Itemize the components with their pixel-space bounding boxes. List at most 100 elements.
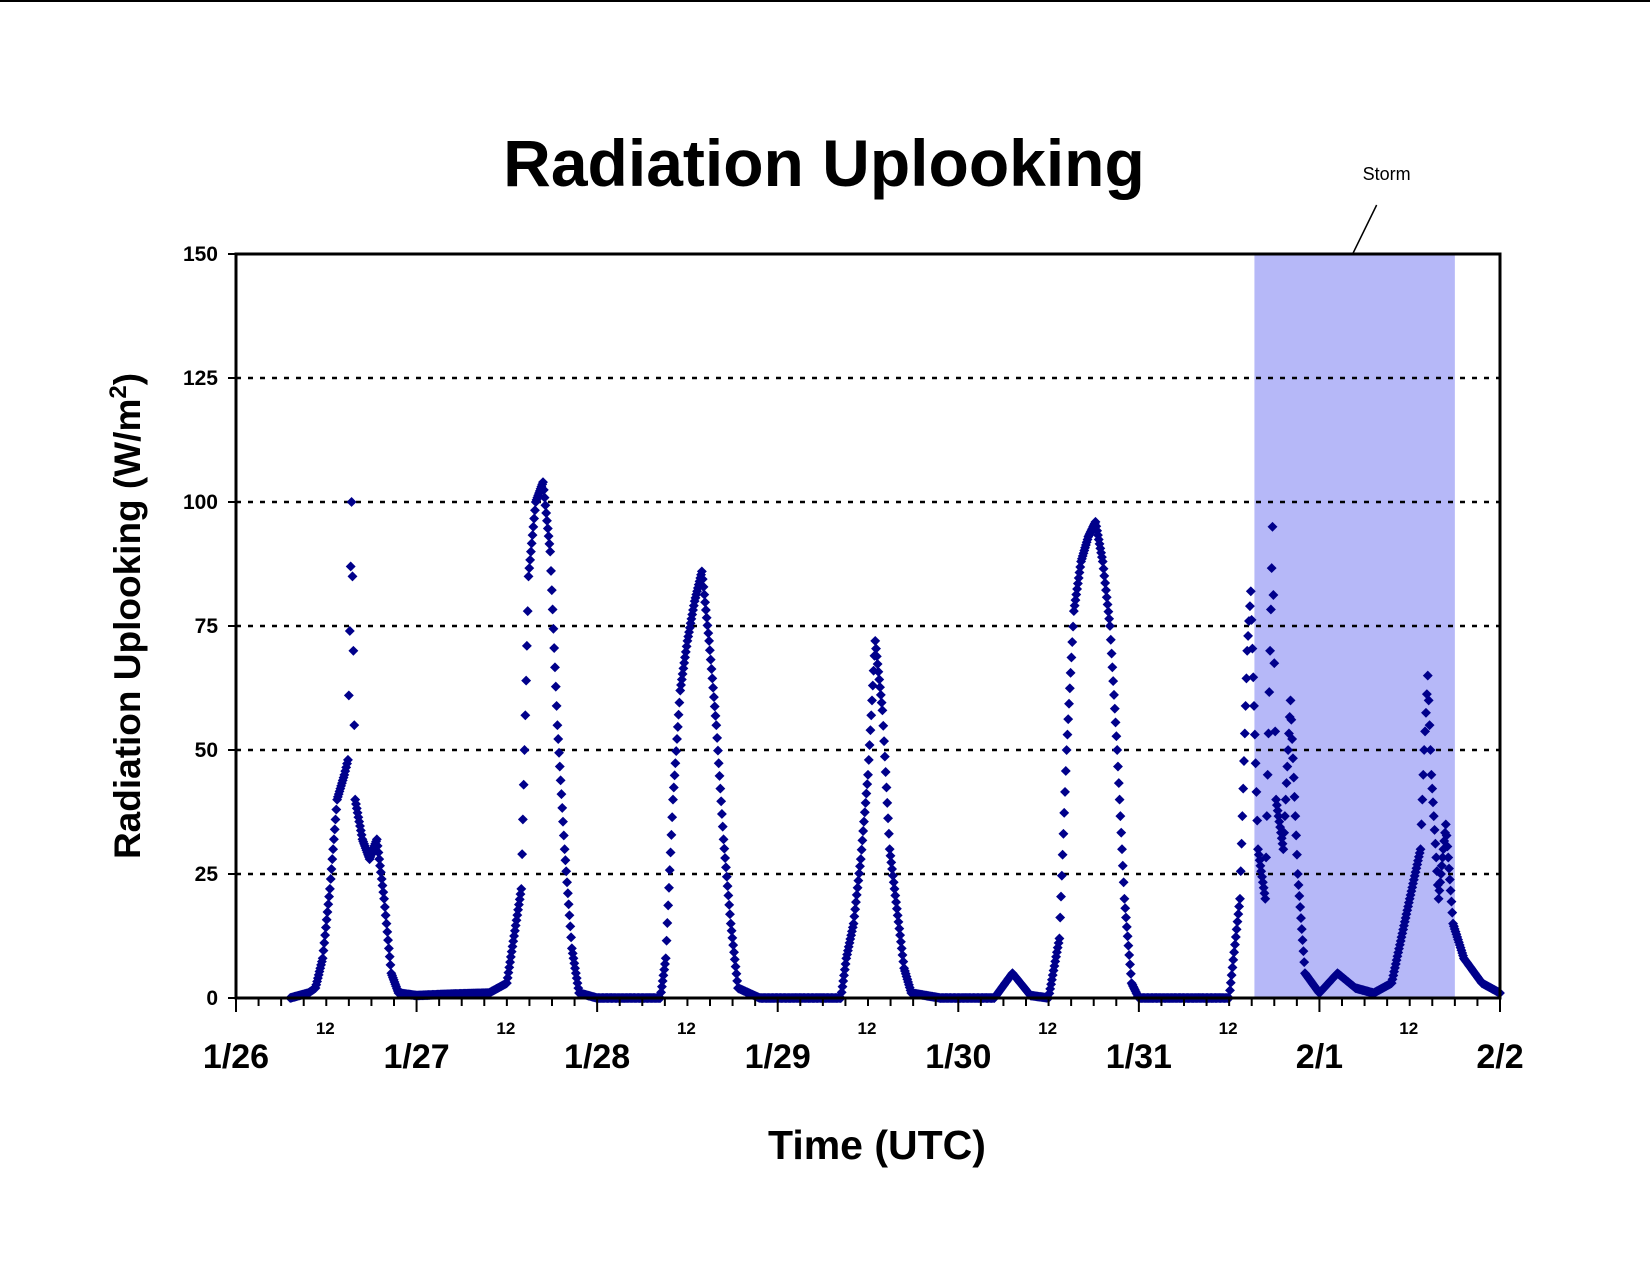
- data-point: [322, 907, 333, 917]
- data-point: [892, 910, 903, 921]
- data-point: [698, 581, 709, 592]
- data-point: [726, 925, 737, 936]
- data-point: [721, 862, 731, 873]
- data-point: [1299, 957, 1310, 968]
- noon-tick-label: 12: [1038, 1019, 1057, 1038]
- data-point: [714, 770, 725, 781]
- data-point: [520, 710, 531, 721]
- data-points: [285, 477, 1505, 1003]
- data-point: [1270, 726, 1281, 737]
- y-tick-label: 100: [183, 491, 218, 514]
- data-point: [730, 961, 741, 972]
- data-point: [883, 828, 894, 839]
- data-point: [549, 643, 560, 653]
- data-point: [1056, 870, 1067, 881]
- data-point: [864, 740, 875, 750]
- data-point: [1107, 662, 1118, 673]
- data-point: [890, 890, 901, 901]
- data-point: [1280, 794, 1291, 805]
- data-point: [548, 623, 559, 634]
- data-point: [323, 899, 334, 910]
- data-point: [1233, 909, 1244, 920]
- data-point: [525, 554, 536, 565]
- data-point: [321, 914, 332, 925]
- data-point: [379, 893, 390, 904]
- data-point: [1105, 621, 1115, 631]
- data-point: [543, 531, 554, 542]
- data-point: [1108, 676, 1119, 687]
- date-tick-label: 1/26: [203, 1038, 269, 1076]
- data-point: [712, 732, 723, 743]
- data-point: [1447, 907, 1458, 918]
- data-point: [731, 968, 742, 979]
- data-point: [1298, 946, 1309, 957]
- data-point: [1063, 714, 1074, 725]
- data-point: [1425, 745, 1436, 755]
- data-point: [1265, 645, 1276, 656]
- data-point: [1247, 643, 1258, 654]
- data-point: [862, 779, 873, 790]
- data-point: [667, 812, 678, 823]
- data-point: [851, 889, 862, 900]
- data-point: [876, 697, 887, 708]
- data-point: [668, 794, 678, 805]
- data-point: [706, 664, 717, 674]
- data-point: [660, 953, 671, 964]
- data-point: [858, 826, 869, 836]
- data-point: [527, 530, 538, 541]
- y-tick-label: 125: [183, 367, 218, 390]
- data-point: [879, 736, 890, 747]
- data-point: [855, 861, 865, 872]
- data-point: [672, 721, 683, 732]
- data-point: [1290, 811, 1301, 822]
- data-point: [1234, 901, 1245, 912]
- data-point: [861, 788, 872, 799]
- data-point: [1097, 556, 1108, 567]
- data-point: [346, 497, 357, 507]
- data-point: [1106, 648, 1117, 659]
- data-point: [1445, 885, 1456, 896]
- data-point: [852, 882, 863, 893]
- data-point: [880, 767, 891, 777]
- data-point: [1123, 940, 1134, 951]
- data-point: [1288, 753, 1298, 764]
- data-point: [1114, 794, 1125, 805]
- data-point: [1289, 791, 1300, 802]
- data-point: [859, 807, 870, 818]
- data-point: [1065, 667, 1076, 678]
- data-point: [888, 877, 899, 888]
- data-point: [1054, 933, 1065, 944]
- data-point: [320, 930, 331, 941]
- data-point: [1060, 786, 1070, 797]
- data-point: [1287, 734, 1298, 744]
- data-point: [661, 935, 672, 946]
- data-point: [347, 571, 358, 582]
- data-point: [887, 870, 898, 881]
- data-point: [1436, 860, 1447, 871]
- data-point: [521, 640, 532, 651]
- data-point: [518, 779, 529, 790]
- data-point: [1064, 683, 1075, 694]
- data-point: [542, 523, 553, 534]
- data-point: [1059, 807, 1070, 818]
- data-point: [371, 834, 382, 845]
- data-point: [866, 710, 877, 721]
- data-point: [1121, 921, 1132, 932]
- data-point: [700, 605, 711, 615]
- data-point: [558, 816, 568, 827]
- data-point: [725, 918, 736, 929]
- data-point: [1243, 630, 1254, 641]
- data-point: [879, 751, 890, 762]
- data-point: [882, 797, 893, 808]
- data-point: [522, 606, 533, 617]
- data-point: [1415, 844, 1426, 855]
- data-point: [1241, 673, 1252, 684]
- data-point: [1122, 931, 1133, 942]
- data-point: [851, 897, 861, 908]
- data-point: [891, 903, 902, 914]
- data-point: [383, 935, 394, 946]
- data-point: [378, 887, 389, 898]
- data-point: [1098, 563, 1109, 574]
- y-axis-label-superscript: 2: [105, 385, 132, 398]
- data-point: [1424, 720, 1435, 731]
